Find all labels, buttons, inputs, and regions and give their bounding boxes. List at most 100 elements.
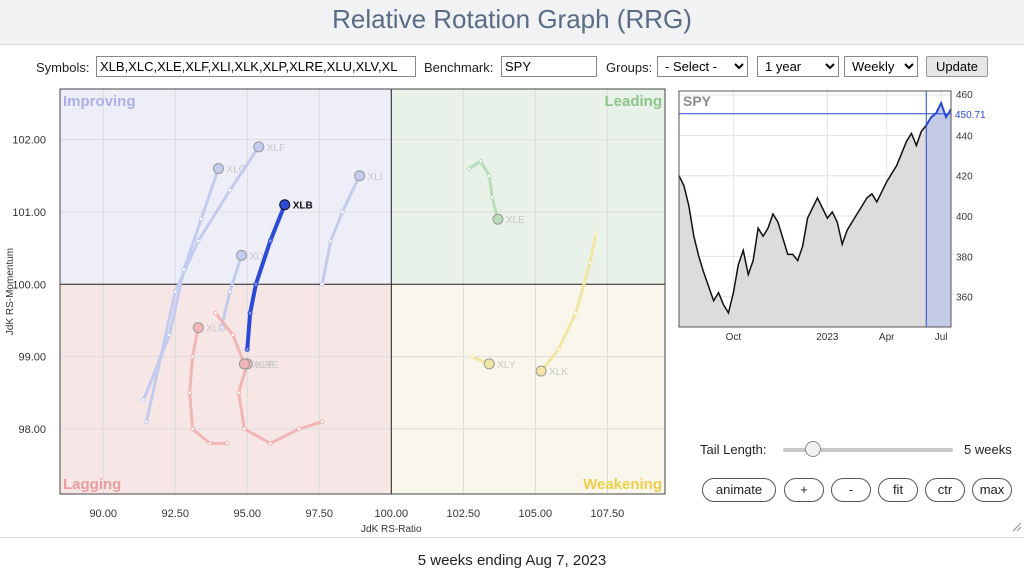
head-point-xlf [253, 141, 265, 153]
footer-caption: 5 weeks ending Aug 7, 2023 [417, 552, 607, 569]
series-xlc: XLC [141, 163, 246, 403]
tail-point [587, 260, 593, 265]
spy-x-tick-label: Oct [726, 332, 742, 343]
series-xle: XLE [466, 159, 525, 226]
tail-point [230, 332, 236, 338]
tail-point [267, 238, 273, 244]
period-select[interactable]: 1 year [757, 56, 839, 77]
tail-point [181, 267, 187, 273]
x-tick-label: 95.00 [233, 508, 261, 520]
spy-highlight-window [926, 103, 951, 327]
zoom-out-button[interactable]: - [831, 478, 871, 502]
groups-label: Groups: [606, 60, 653, 75]
spy-y-tick-label: 400 [956, 212, 973, 223]
zoom-in-button[interactable]: + [784, 478, 824, 502]
symbols-input[interactable] [96, 56, 416, 77]
head-point-xlk [535, 365, 547, 377]
tail-point [198, 216, 204, 222]
tail-point [224, 441, 230, 446]
page-title: Relative Rotation Graph (RRG) [332, 4, 692, 34]
head-point-xlb [279, 199, 291, 211]
tail-point [268, 441, 273, 446]
tail-point [190, 354, 195, 359]
tail-line-xlf [144, 145, 261, 424]
x-tick-label: 100.00 [374, 508, 408, 520]
resize-grip-icon[interactable] [1010, 520, 1022, 532]
x-tick-label: 92.50 [161, 508, 189, 520]
y-tick-label: 100.00 [12, 279, 46, 291]
head-point-xlu [192, 322, 204, 334]
tail-point [141, 397, 146, 403]
weakening-quadrant [391, 284, 665, 494]
animate-button[interactable]: animate [702, 478, 776, 502]
head-point-xlre [238, 358, 250, 370]
center-button[interactable]: ctr [925, 478, 965, 502]
rrg-chart[interactable]: Improving Leading Lagging Weakening 90.00 92.… [0, 84, 676, 534]
update-button[interactable]: Update [926, 56, 988, 77]
head-point-xly [483, 358, 495, 370]
tail-point [593, 231, 599, 236]
series-label-xlre: XLRE [252, 360, 278, 371]
series-label-xlp: XLP [255, 360, 274, 371]
tail-point [213, 310, 218, 316]
tail-line-xlp [237, 362, 324, 445]
tail-point [556, 347, 561, 352]
y-tick-label: 98.00 [18, 424, 46, 436]
tail-point [486, 173, 492, 179]
tail-length-slider-track[interactable] [783, 448, 953, 452]
controls-bar: Symbols: Benchmark: Groups: - Select - 1… [0, 55, 1024, 81]
series-label-xlb: XLB [293, 201, 313, 212]
x-tick-label: 90.00 [89, 508, 117, 520]
footer: 5 weeks ending Aug 7, 2023 [0, 537, 1024, 577]
x-tick-label: 97.50 [306, 508, 334, 520]
plot-frame [59, 88, 666, 495]
y-axis-label: JdK RS-Momentum [5, 248, 16, 335]
leading-quadrant [391, 89, 665, 285]
series-xli: XLI [319, 170, 383, 287]
series-xlk: XLK [535, 231, 599, 378]
groups-select[interactable]: - Select - [657, 56, 748, 77]
tail-point [469, 354, 475, 359]
fit-button[interactable]: fit [878, 478, 918, 502]
series-label-xly: XLY [497, 360, 515, 371]
quadrant-label-weakening: Weakening [583, 476, 662, 493]
series-xly: XLY [469, 354, 516, 371]
y-tick-label: 102.00 [12, 135, 46, 147]
series-label-xlc: XLC [226, 165, 245, 176]
tail-point [207, 441, 213, 446]
y-tick-label: 101.00 [12, 207, 46, 219]
tail-point [296, 426, 302, 432]
spy-frame [678, 90, 952, 328]
title-bar: Relative Rotation Graph (RRG) [0, 0, 1024, 45]
tail-point [328, 238, 334, 244]
tail-point [227, 187, 233, 193]
lagging-quadrant [60, 284, 392, 494]
tail-length-slider-thumb[interactable] [805, 441, 822, 457]
tail-point [340, 209, 345, 215]
improving-quadrant [60, 89, 392, 285]
tail-point [253, 281, 259, 287]
tail-point [236, 390, 241, 396]
x-tick-label: 107.50 [591, 508, 625, 520]
series-xlv: XLV [219, 249, 268, 330]
x-tick-label: 102.50 [447, 508, 481, 520]
tail-point [195, 238, 201, 244]
tail-point [144, 419, 149, 424]
series-label-xlf: XLF [267, 143, 285, 154]
series-xlb: XLB [244, 199, 313, 352]
tail-point [227, 289, 233, 294]
tail-length-value: 5 weeks [964, 442, 1012, 457]
benchmark-input[interactable] [501, 56, 597, 77]
head-point-xle [492, 213, 504, 225]
spy-y-tick-label: 360 [956, 293, 973, 304]
frequency-select[interactable]: Weekly [844, 56, 918, 77]
x-tick-label: 105.00 [519, 508, 553, 520]
tail-point [319, 419, 325, 424]
tail-point [219, 325, 224, 330]
head-point-xli [354, 170, 366, 182]
max-button[interactable]: max [972, 478, 1012, 502]
tail-point [242, 426, 247, 432]
tail-point [172, 289, 178, 294]
series-label-xle: XLE [506, 215, 525, 226]
spy-y-tick-label: 420 [956, 172, 973, 183]
